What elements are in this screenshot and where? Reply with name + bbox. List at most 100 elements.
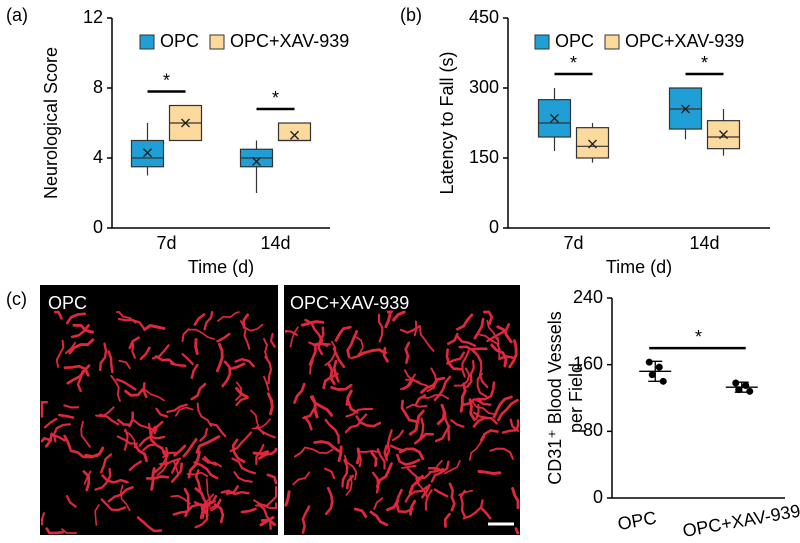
error-bar (648, 360, 663, 382)
vessel (159, 457, 182, 466)
vessel (345, 407, 374, 418)
point (659, 377, 667, 385)
vessel (346, 330, 359, 359)
x-tick-label: 14d (260, 233, 290, 253)
point (645, 358, 653, 366)
vessel (265, 485, 278, 507)
vessel (82, 470, 91, 492)
vessel (124, 388, 144, 397)
legend-label: OPC+XAV-939 (625, 31, 744, 51)
vessel (382, 346, 389, 363)
vessel (482, 310, 494, 326)
vessel (187, 450, 201, 479)
legend-swatch (604, 34, 620, 50)
vessel (434, 424, 451, 443)
vessel (240, 507, 257, 514)
vessel (465, 359, 475, 389)
y-tick-label: 12 (83, 7, 103, 27)
vessel (343, 454, 358, 481)
vessel (486, 319, 498, 340)
vessel (357, 348, 387, 357)
x-tick-label: 7d (156, 233, 176, 253)
vessel (448, 482, 456, 512)
vessel (400, 399, 418, 423)
vessel (235, 381, 242, 401)
vessel (194, 506, 209, 529)
vessel (385, 429, 393, 459)
vessel (446, 332, 459, 345)
vessel (83, 470, 92, 485)
vessel (193, 499, 216, 507)
vessel (259, 516, 275, 527)
vessel (421, 483, 431, 499)
vessel (420, 376, 446, 394)
mean-marker (143, 148, 152, 158)
vessel (107, 486, 134, 503)
point (732, 379, 740, 387)
vessel (470, 347, 488, 351)
panel-label: (c) (6, 289, 27, 309)
vessel (194, 469, 202, 492)
vessel (251, 418, 271, 430)
vessel (61, 528, 78, 534)
vessel (190, 382, 207, 401)
significance: * (272, 88, 279, 108)
vessel (406, 466, 431, 480)
vessel (154, 355, 176, 366)
vessel (344, 413, 368, 434)
vessel (154, 447, 169, 474)
vessel (433, 488, 449, 498)
vessels (40, 310, 520, 535)
vessel (128, 411, 134, 428)
vessel (115, 378, 137, 391)
vessel (263, 337, 269, 360)
vessel (301, 505, 311, 534)
vessel (40, 400, 49, 418)
vessel (511, 486, 520, 510)
vessel (446, 351, 466, 365)
vessel (475, 403, 480, 420)
vessel (408, 409, 425, 436)
vessel (216, 332, 231, 343)
vessel (117, 418, 132, 427)
vessel (70, 324, 90, 339)
vessel (324, 418, 340, 445)
vessel (332, 347, 346, 368)
vessel (213, 503, 225, 524)
vessel (231, 457, 257, 475)
mean-marker (681, 104, 690, 114)
vessel (233, 471, 253, 483)
vessel (55, 339, 65, 368)
vessel (229, 362, 246, 371)
vessel (101, 474, 129, 484)
vessel (413, 320, 418, 337)
vessel (231, 438, 246, 464)
vessel (408, 474, 424, 495)
vessel (354, 335, 364, 355)
vessel (258, 447, 278, 460)
vessel (383, 444, 388, 461)
panel-label: (b) (400, 5, 422, 25)
vessel (443, 512, 451, 528)
x-tick-label: 14d (689, 233, 719, 253)
vessel (193, 313, 206, 326)
vessel (391, 429, 404, 442)
vessel (373, 497, 384, 510)
y-tick-label: 0 (593, 487, 603, 507)
vessel (94, 504, 100, 526)
image-label: OPC (48, 293, 87, 313)
vessel (196, 402, 213, 427)
legend-swatch (139, 34, 155, 50)
point (742, 382, 750, 389)
x-tick-label: 7d (563, 233, 583, 253)
vessel (402, 378, 414, 390)
legend-label: OPC+XAV-939 (230, 31, 349, 51)
significance: * (163, 70, 170, 90)
vessel (289, 326, 299, 348)
vessel (471, 400, 497, 416)
vessel (63, 434, 72, 451)
vessel (404, 485, 429, 503)
vessel (80, 420, 91, 448)
vessel (156, 450, 168, 476)
